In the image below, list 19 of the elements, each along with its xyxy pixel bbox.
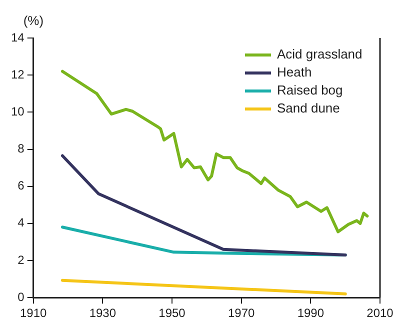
legend-label: Raised bog <box>277 82 343 98</box>
x-tick-label: 1910 <box>20 306 48 320</box>
y-tick-label: 2 <box>18 252 25 267</box>
y-tick-label: 8 <box>18 142 25 156</box>
y-axis-title: (%) <box>23 13 44 28</box>
legend-label: Heath <box>277 64 312 80</box>
y-tick-label: 4 <box>18 216 25 230</box>
x-tick-label: 1970 <box>228 306 256 320</box>
y-tick-label: 0 <box>18 290 25 304</box>
legend-label: Acid grassland <box>277 46 362 62</box>
x-tick-label: 1930 <box>89 306 116 320</box>
y-tick-label: 6 <box>18 178 25 193</box>
x-tick-label: 2010 <box>366 306 394 320</box>
x-tick-label: 1950 <box>158 306 186 320</box>
y-tick-label: 12 <box>10 67 25 82</box>
legend-label: Sand dune <box>277 100 340 116</box>
y-tick-label: 10 <box>10 104 25 118</box>
x-tick-label: 1990 <box>297 306 324 320</box>
y-tick-label: 14 <box>10 30 25 44</box>
